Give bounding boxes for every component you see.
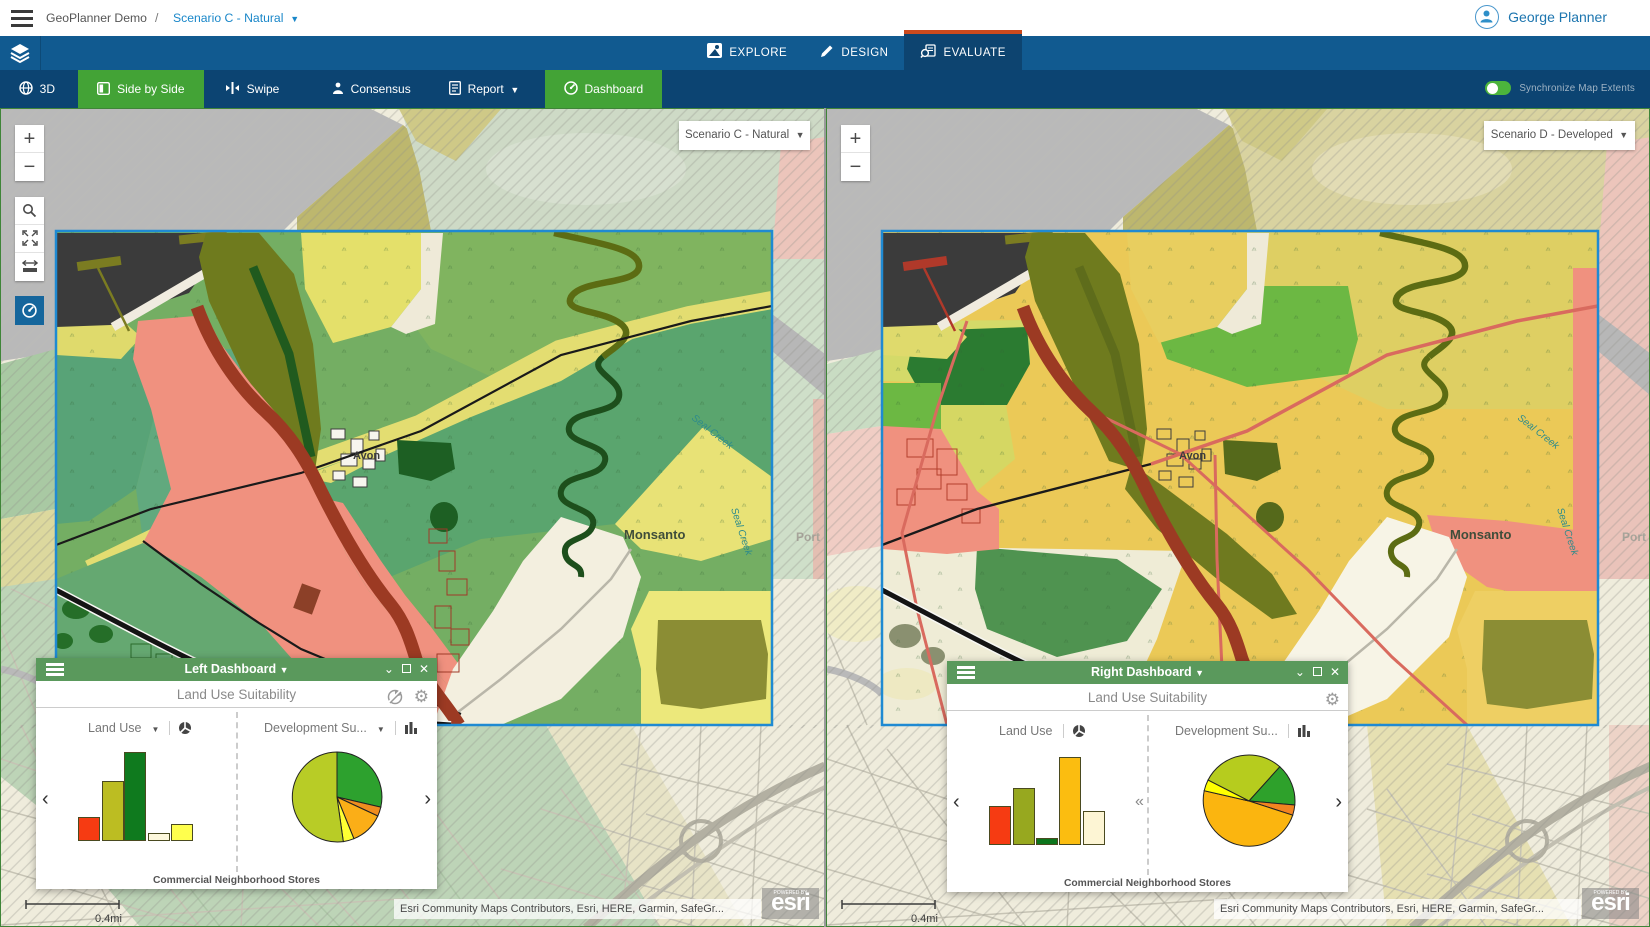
svg-text:Monsanto: Monsanto bbox=[1450, 527, 1511, 542]
svg-text:Avon: Avon bbox=[1179, 450, 1206, 462]
svg-text:Avon: Avon bbox=[353, 450, 380, 462]
svg-text:Monsanto: Monsanto bbox=[624, 527, 685, 542]
